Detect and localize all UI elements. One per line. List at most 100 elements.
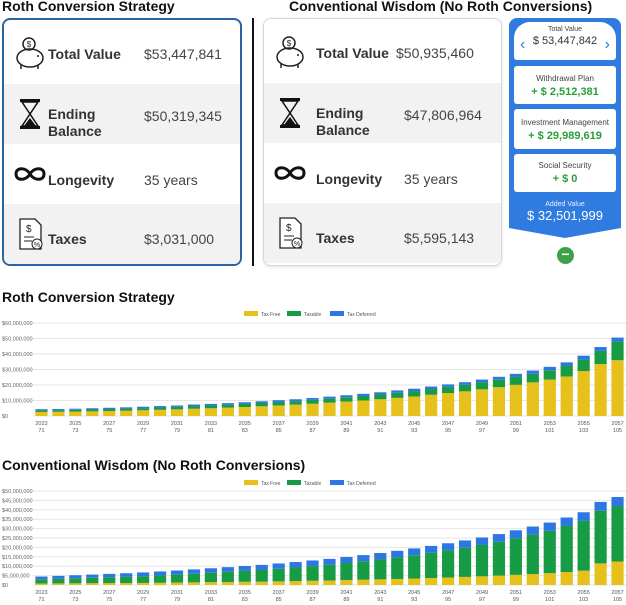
x-tick-year: 2055 [578, 421, 590, 427]
row-longevity: Longevity 35 years [264, 143, 501, 203]
bar-segment-taxable [509, 376, 522, 385]
bar-segment-tax-free [255, 406, 268, 416]
y-tick-label: $10,000,000 [2, 564, 33, 570]
bar-segment-tax-deferred [137, 572, 150, 577]
bar-segment-tax-free [340, 401, 353, 416]
value-ending-balance: $47,806,964 [404, 107, 482, 123]
chevron-left-icon[interactable]: ‹ [520, 36, 526, 53]
row-ending-balance: Ending Balance $47,806,964 [264, 83, 501, 143]
bar-segment-taxable [52, 410, 65, 412]
bar-segment-tax-free [374, 399, 387, 416]
x-tick-year: 2029 [137, 421, 149, 427]
x-tick-year: 2025 [69, 590, 81, 596]
legend-swatch [330, 480, 344, 485]
bar-segment-tax-free [442, 393, 455, 416]
x-tick-year: 2045 [408, 590, 420, 596]
x-tick-year: 2043 [374, 421, 386, 427]
bar-segment-tax-free [475, 576, 489, 585]
bar-segment-tax-free [442, 577, 455, 585]
label-total-value: Total Value [48, 46, 121, 62]
x-tick-year: 2043 [374, 590, 386, 596]
x-tick-age: 89 [343, 428, 349, 434]
label-longevity: Longevity [316, 171, 383, 187]
hourglass-icon [20, 99, 40, 129]
x-tick-age: 77 [140, 428, 146, 434]
piggy-bank-icon: $ [16, 37, 44, 69]
x-tick-year: 2033 [205, 590, 217, 596]
y-tick-label: $10,000,000 [2, 399, 33, 405]
bar-segment-tax-free [357, 579, 370, 585]
bar-segment-taxable [306, 399, 319, 404]
bar-segment-tax-free [153, 409, 167, 416]
legend-swatch [244, 311, 258, 316]
chevron-right-icon[interactable]: › [604, 36, 610, 53]
bar-segment-tax-deferred [526, 370, 539, 374]
x-tick-age: 93 [411, 597, 417, 603]
x-tick-age: 87 [309, 597, 315, 603]
bar-segment-taxable [52, 578, 65, 584]
y-tick-label: $50,000,000 [2, 489, 33, 495]
bar-segment-tax-deferred [442, 384, 455, 387]
row-ending-balance: Ending Balance $50,319,345 [4, 84, 240, 144]
bar-segment-tax-deferred [391, 550, 404, 558]
x-tick-year: 2051 [510, 590, 522, 596]
y-tick-label: $5,000,000 [2, 574, 30, 580]
bar-segment-tax-free [221, 407, 234, 416]
bar-segment-tax-free [543, 573, 556, 585]
x-tick-year: 2041 [340, 590, 352, 596]
bar-segment-taxable [442, 550, 455, 578]
bar-segment-tax-deferred [408, 388, 421, 392]
bar-segment-tax-free [69, 411, 82, 416]
bar-segment-tax-deferred [52, 409, 65, 411]
row-longevity: Longevity 35 years [4, 144, 240, 204]
x-tick-year: 2033 [205, 421, 217, 427]
bar-segment-taxable [120, 408, 133, 411]
legend-label: Tax Free [261, 481, 281, 487]
x-tick-age: 97 [479, 428, 485, 434]
bar-segment-tax-deferred [86, 408, 99, 410]
bar-segment-tax-deferred [255, 401, 268, 403]
bar-segment-taxable [204, 405, 217, 409]
bar-segment-taxable [221, 571, 234, 582]
bar-segment-tax-deferred [323, 396, 336, 399]
x-tick-age: 77 [140, 597, 146, 603]
investment-label: Investment Management [520, 118, 610, 127]
y-tick-label: $40,000,000 [2, 508, 33, 514]
bar-segment-tax-deferred [204, 403, 217, 406]
y-tick-label: $30,000,000 [2, 527, 33, 533]
bar-segment-tax-deferred [137, 406, 150, 409]
bar-segment-tax-deferred [509, 530, 522, 539]
bar-segment-tax-free [340, 580, 353, 585]
row-total-value: $ Total Value $53,447,841 [4, 24, 240, 84]
collapse-button[interactable]: − [557, 247, 574, 264]
x-tick-year: 2055 [578, 590, 590, 596]
bar-segment-tax-free [289, 581, 302, 585]
x-tick-year: 2047 [442, 421, 454, 427]
row-taxes: $% Taxes $3,031,000 [4, 204, 240, 264]
label-ending-balance: Ending Balance [48, 106, 102, 139]
bar-segment-tax-deferred [357, 555, 370, 562]
x-tick-age: 89 [343, 597, 349, 603]
bar-segment-taxable [137, 408, 150, 411]
bar-segment-tax-deferred [560, 517, 573, 526]
bar-segment-tax-free [204, 582, 217, 585]
bar-segment-taxable [187, 406, 201, 409]
value-ending-balance: $50,319,345 [144, 108, 222, 124]
x-tick-year: 2041 [340, 421, 352, 427]
value-longevity: 35 years [144, 172, 198, 188]
bar-segment-tax-free [425, 578, 438, 585]
bar-segment-tax-free [137, 582, 150, 585]
bar-segment-tax-free [170, 582, 184, 585]
legend-label: Taxable [304, 481, 321, 487]
svg-text:%: % [34, 242, 40, 249]
bar-segment-tax-deferred [340, 556, 353, 564]
bar-segment-tax-deferred [543, 522, 556, 531]
x-tick-year: 2037 [273, 421, 285, 427]
bar-segment-tax-deferred [425, 545, 438, 553]
label-taxes: Taxes [48, 231, 87, 247]
chart-title-roth: Roth Conversion Strategy [2, 289, 175, 305]
roth-stacked-bar-chart: $0 $10,000,000 $20,000,000 $30,000,000 $40,0… [2, 311, 626, 434]
bar-segment-taxable [255, 569, 268, 582]
bar-segment-taxable [509, 538, 522, 575]
investment-management-box: Investment Management + $ 29,989,619 [514, 109, 616, 149]
